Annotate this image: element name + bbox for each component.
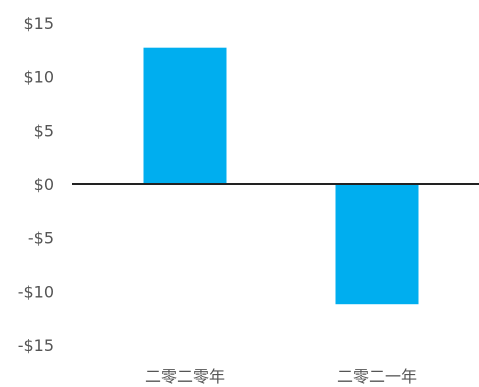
x-tick-label: 二零二一年 <box>337 367 417 386</box>
y-tick-label: -$10 <box>18 282 54 301</box>
x-axis: 二零二零年 二零二一年 <box>145 367 417 386</box>
y-tick-label: $5 <box>34 121 54 140</box>
y-tick-label: $10 <box>23 68 54 87</box>
y-tick-label: $0 <box>34 175 54 194</box>
y-tick-label: $15 <box>23 14 54 33</box>
x-tick-label: 二零二零年 <box>145 367 225 386</box>
y-tick-label: -$5 <box>28 229 54 248</box>
bars <box>143 47 419 305</box>
bar <box>143 47 227 184</box>
y-tick-label: -$15 <box>18 336 54 355</box>
y-axis: $15 $10 $5 $0 -$5 -$10 -$15 <box>18 14 54 355</box>
bar <box>335 184 419 305</box>
